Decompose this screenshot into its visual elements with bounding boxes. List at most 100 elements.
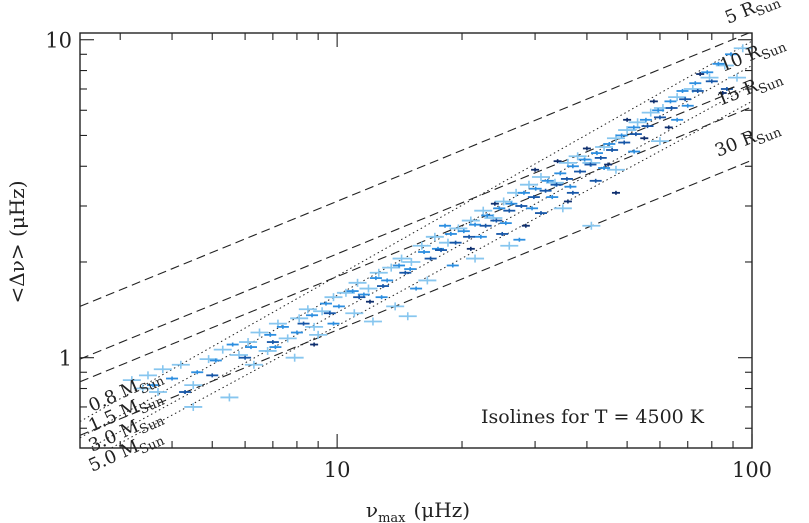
data-point	[563, 199, 572, 204]
data-point	[209, 358, 222, 363]
data-point	[603, 141, 616, 146]
data-point	[461, 216, 480, 225]
data-point	[727, 73, 746, 82]
data-point	[526, 206, 539, 211]
data-point	[369, 268, 388, 277]
data-point	[469, 222, 482, 227]
data-point	[623, 117, 632, 122]
data-point	[513, 237, 526, 242]
data-point	[444, 231, 457, 236]
isolines	[80, 33, 752, 448]
data-point	[529, 186, 542, 191]
data-point	[309, 330, 328, 339]
data-point	[589, 178, 602, 183]
axis-ticks	[80, 33, 753, 448]
data-point	[369, 276, 382, 281]
data-point	[474, 206, 493, 215]
data-point	[689, 81, 702, 86]
data-point	[382, 263, 401, 272]
data-point	[649, 99, 658, 104]
data-point	[348, 278, 367, 287]
data-point	[269, 345, 282, 350]
x-axis-units: (μHz)	[414, 498, 471, 522]
data-point	[494, 197, 513, 206]
data-point	[531, 173, 550, 182]
x-tick-label: 10	[324, 458, 351, 482]
data-point	[490, 218, 503, 223]
data-point	[319, 301, 332, 306]
data-point	[264, 332, 277, 337]
data-point	[546, 195, 559, 200]
radius-isoline-label: 10 RSun	[717, 32, 789, 80]
data-point	[604, 162, 613, 167]
data-point	[594, 155, 607, 160]
data-point	[290, 330, 303, 335]
data-point	[641, 124, 654, 129]
data-point	[327, 321, 340, 326]
y-axis-title: <Δν> (μHz)	[5, 180, 29, 303]
data-point	[628, 118, 647, 127]
data-point	[179, 390, 192, 395]
data-point	[365, 299, 374, 304]
data-point	[606, 148, 619, 153]
data-point	[402, 257, 421, 266]
data-point	[410, 286, 423, 291]
data-point	[582, 221, 601, 230]
data-point	[733, 44, 752, 53]
data-point	[386, 302, 405, 311]
data-point	[496, 231, 509, 236]
data-point	[285, 353, 304, 362]
annotation: Isolines for T = 4500 K	[481, 406, 705, 428]
data-point	[611, 190, 620, 195]
data-point	[712, 61, 725, 66]
data-point	[418, 276, 437, 285]
data-point	[278, 334, 297, 343]
data-point	[239, 338, 258, 347]
data-point	[696, 72, 705, 77]
data-point	[213, 345, 232, 354]
data-point	[381, 278, 394, 283]
data-point	[435, 248, 448, 253]
radius-isoline-0	[80, 33, 751, 307]
data-point	[574, 169, 587, 174]
data-point	[499, 221, 512, 226]
data-point	[606, 165, 625, 174]
data-point	[629, 132, 642, 137]
data-point	[568, 152, 587, 161]
data-point	[505, 201, 518, 206]
data-point	[377, 284, 390, 289]
data-point	[652, 108, 665, 113]
data-point	[584, 162, 597, 167]
data-point	[578, 157, 591, 162]
data-point	[425, 232, 444, 241]
data-point	[653, 115, 666, 120]
data-point	[184, 402, 203, 411]
radius-isoline-3	[80, 159, 752, 436]
data-point	[479, 223, 492, 228]
data-point	[691, 88, 704, 93]
y-tick-label: 10	[45, 29, 72, 53]
data-point	[412, 241, 431, 250]
data-point	[627, 125, 640, 130]
data-point	[206, 373, 219, 378]
data-point	[266, 340, 279, 345]
data-point	[640, 136, 649, 141]
data-point	[582, 146, 591, 151]
data-point	[229, 350, 248, 359]
data-point	[534, 211, 547, 216]
data-point	[566, 164, 579, 169]
data-point	[375, 295, 388, 300]
data-point	[363, 317, 382, 326]
data-point	[245, 345, 258, 350]
radius-isoline-2	[80, 106, 752, 383]
data-point	[148, 388, 167, 397]
data-point	[503, 208, 516, 213]
data-point	[424, 256, 437, 261]
data-point	[720, 86, 733, 91]
data-point	[153, 365, 172, 374]
data-point	[539, 188, 552, 193]
data-point	[449, 240, 462, 245]
data-point	[147, 383, 160, 388]
data-point	[463, 234, 476, 239]
data-point	[305, 322, 324, 331]
